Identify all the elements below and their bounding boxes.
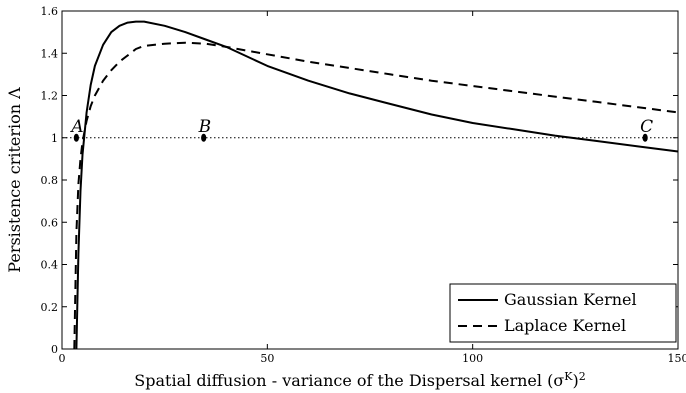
- y-tick-label-0.2: 0.2: [41, 301, 59, 314]
- x-axis-label-tail: ): [572, 371, 578, 390]
- y-tick-label-1.2: 1.2: [41, 90, 59, 103]
- x-tick-label-150: 150: [668, 352, 686, 365]
- x-axis-label-main: Spatial diffusion - variance of the Disp…: [134, 371, 564, 390]
- legend-label-gaussian: Gaussian Kernel: [504, 290, 637, 309]
- y-tick-label-1: 1: [51, 132, 58, 145]
- y-tick-label-0.8: 0.8: [41, 174, 59, 187]
- legend-label-laplace: Laplace Kernel: [504, 316, 626, 335]
- y-axis-label: Persistence criterion Λ: [5, 87, 24, 273]
- ticks-layer: 0 50 100 150 0 0.2 0.4 0.6 0.8 1 1.2 1.4 1.6: [41, 5, 686, 365]
- x-axis-label-sup: K: [564, 370, 573, 383]
- point-label-a: A: [69, 117, 83, 137]
- x-tick-label-50: 50: [260, 352, 274, 365]
- point-marker-b: [201, 133, 207, 142]
- point-label-c: C: [640, 117, 653, 137]
- y-tick-label-1.6: 1.6: [41, 5, 59, 18]
- legend-box: [449, 283, 677, 343]
- legend: Gaussian Kernel Laplace Kernel: [449, 283, 677, 343]
- point-marker-c: [642, 133, 648, 142]
- x-axis-label: Spatial diffusion - variance of the Disp…: [134, 370, 585, 391]
- y-tick-label-1.4: 1.4: [41, 47, 59, 60]
- series-line-gaussian-kernel: [75, 20, 679, 350]
- series-line-laplace-kernel: [73, 41, 679, 350]
- y-tick-label-0.6: 0.6: [41, 216, 59, 229]
- point-label-b: B: [198, 117, 212, 137]
- series-layer: [73, 20, 679, 350]
- points-layer: A B C: [69, 117, 653, 142]
- y-tick-label-0: 0: [51, 343, 58, 356]
- y-tick-label-0.4: 0.4: [41, 259, 59, 272]
- x-axis-label-sup2: 2: [579, 370, 586, 383]
- x-tick-label-0: 0: [59, 352, 66, 365]
- x-tick-label-100: 100: [462, 352, 483, 365]
- point-marker-a: [73, 133, 79, 142]
